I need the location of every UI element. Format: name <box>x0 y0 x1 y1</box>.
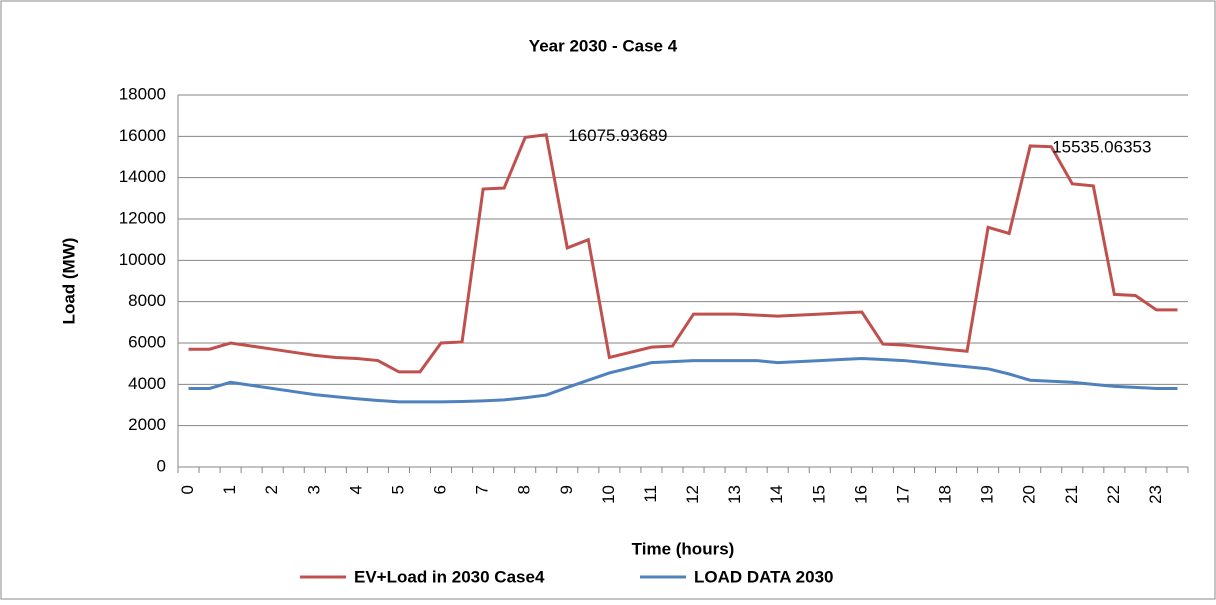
y-tick-label: 0 <box>157 456 166 475</box>
x-tick-label: 22 <box>1104 485 1123 504</box>
y-tick-label: 12000 <box>119 208 166 227</box>
x-tick-label: 15 <box>809 485 828 504</box>
y-tick-label: 10000 <box>119 250 166 269</box>
x-tick-label: 20 <box>1020 485 1039 504</box>
chart-title: Year 2030 - Case 4 <box>529 36 678 55</box>
y-tick-label: 6000 <box>128 332 166 351</box>
x-tick-label: 19 <box>978 485 997 504</box>
y-tick-label: 4000 <box>128 374 166 393</box>
x-tick-label: 10 <box>599 485 618 504</box>
y-tick-label: 18000 <box>119 84 166 103</box>
y-tick-label: 2000 <box>128 415 166 434</box>
x-axis-title: Time (hours) <box>632 539 735 558</box>
legend-label: EV+Load in 2030 Case4 <box>354 567 545 586</box>
x-tick-label: 4 <box>346 485 365 494</box>
x-tick-label: 3 <box>304 485 323 494</box>
x-tick-label: 12 <box>683 485 702 504</box>
x-tick-label: 6 <box>431 485 450 494</box>
x-tick-label: 21 <box>1062 485 1081 504</box>
legend-label: LOAD DATA 2030 <box>694 567 834 586</box>
x-tick-label: 11 <box>641 485 660 503</box>
x-tick-label: 13 <box>725 485 744 504</box>
series-line <box>188 356 1178 404</box>
x-tick-label: 5 <box>388 485 407 494</box>
data-label: 16075.93689 <box>568 126 667 145</box>
x-tick-label: 7 <box>473 485 492 494</box>
x-tick-label: 9 <box>557 485 576 494</box>
series-line <box>188 133 1178 374</box>
x-tick-label: 0 <box>178 485 197 494</box>
x-tick-label: 8 <box>515 485 534 494</box>
y-tick-label: 8000 <box>128 291 166 310</box>
x-tick-label: 18 <box>936 485 955 504</box>
y-tick-label: 16000 <box>119 126 166 145</box>
y-axis-title: Load (MW) <box>59 238 78 325</box>
x-tick-label: 17 <box>893 485 912 504</box>
x-tick-label: 1 <box>220 485 239 494</box>
x-tick-label: 16 <box>851 485 870 504</box>
data-label: 15535.06353 <box>1052 137 1151 156</box>
x-tick-label: 23 <box>1146 485 1165 504</box>
x-tick-label: 14 <box>767 485 786 504</box>
x-tick-label: 2 <box>262 485 281 494</box>
y-tick-label: 14000 <box>119 167 166 186</box>
